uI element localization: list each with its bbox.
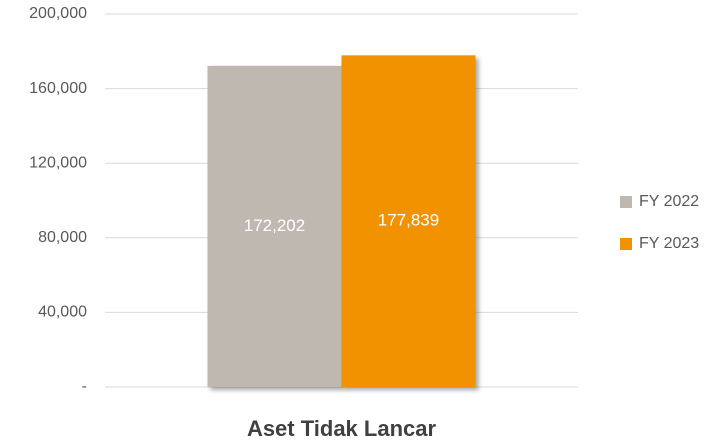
- bar: [341, 55, 476, 388]
- legend-swatch: [620, 196, 632, 208]
- y-tick-label: 80,000: [38, 229, 87, 246]
- x-tick-label: Aset Tidak Lancar: [247, 416, 437, 441]
- legend-swatch: [620, 238, 632, 250]
- y-tick-label: 200,000: [29, 5, 87, 22]
- y-tick-label: 160,000: [29, 80, 87, 97]
- value-label: 172,202: [244, 216, 305, 235]
- y-tick-label: 40,000: [38, 304, 87, 321]
- y-tick-label: -: [82, 378, 87, 395]
- bar: [207, 65, 342, 388]
- legend-label: FY 2022: [639, 193, 699, 210]
- legend-label: FY 2023: [639, 235, 699, 252]
- y-tick-label: 120,000: [29, 154, 87, 171]
- value-label: 177,839: [378, 211, 439, 230]
